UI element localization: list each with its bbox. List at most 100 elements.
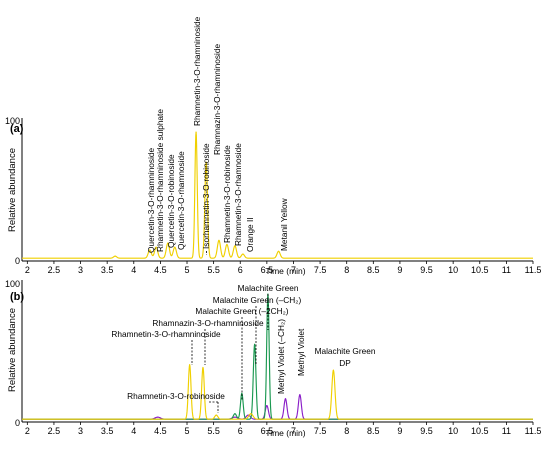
x-tick-label: 3.5 [101, 426, 114, 436]
annotation-label: Rhamnetin-3-O-rhamninoside sulphate [155, 109, 165, 252]
x-tick-label: 7.5 [314, 265, 327, 275]
x-tick-label: 7 [291, 426, 296, 436]
peak-marker [266, 404, 268, 407]
x-axis-label: Time (min) [265, 428, 305, 438]
x-tick-label: 4.5 [154, 426, 167, 436]
series-line-2 [21, 364, 534, 420]
y-axis-label: Relative abundance [7, 148, 18, 232]
chart-panel-a: 2 2.5 3 3.5 4 4.5 5 5.5 6 6.5 7 7.5 8 8.5 9 9.5 10 10.5 11… [5, 16, 541, 276]
x-tick-label: 5 [185, 265, 190, 275]
y-tick-label: 0 [15, 418, 20, 428]
peak-marker [114, 255, 116, 257]
y-axis-label: Relative abundance [7, 308, 18, 392]
peak-marker [195, 131, 197, 133]
x-tick-label: 3 [78, 426, 83, 436]
peak-marker [332, 369, 334, 371]
x-tick-label: 8.5 [367, 265, 380, 275]
peak-marker [234, 245, 236, 247]
x-tick-label: 6 [238, 265, 243, 275]
x-tick-label: 5.5 [207, 265, 220, 275]
x-tick-label: 9 [397, 426, 402, 436]
panel-label: (b) [10, 291, 24, 303]
annotation-label: DP [339, 358, 351, 368]
x-tick-label: 6.5 [261, 265, 274, 275]
peak-marker [284, 398, 287, 400]
peak-marker [157, 416, 159, 418]
x-tick-label: 10.5 [471, 426, 489, 436]
peak-marker [299, 394, 301, 396]
peak-marker [218, 239, 220, 241]
annotation-label: Malachite Green (–CH₂) [213, 295, 302, 305]
peak-marker [189, 364, 191, 366]
x-axis-label: Time (min) [265, 266, 305, 276]
x-tick-label: 11 [502, 265, 511, 275]
annotation-label: Rhamnazin-3-O-rhamninoside [212, 43, 222, 155]
y-tick-label: 0 [15, 256, 20, 266]
x-tick-label: 9.5 [420, 265, 433, 275]
y-tick-label: 100 [5, 116, 20, 126]
x-tick-label: 2.5 [48, 265, 61, 275]
annotation-label: Rhamnazin-3-O-rhamninoside [152, 318, 264, 328]
peak-marker [242, 253, 244, 255]
x-tick-label: 9.5 [420, 426, 433, 436]
panel-label: (a) [10, 123, 24, 135]
annotation-label: Malachite Green [238, 283, 299, 293]
peak-marker [174, 246, 176, 248]
x-tick-label: 7 [291, 265, 296, 275]
x-tick-label: 11.5 [525, 265, 542, 275]
x-tick-label: 4 [131, 265, 136, 275]
annotation-label: Methyl Violet (–CH₂) [276, 319, 286, 394]
x-tick-label: 11.5 [525, 426, 542, 436]
x-tick-label: 11 [502, 426, 511, 436]
annotation-label: Malachite Green [315, 346, 376, 356]
annotation-label: Quercetin-3-O-rhamninoside [146, 147, 156, 253]
annotation-label: Quercetin-3-O-robinoside [166, 154, 176, 248]
x-tick-label: 6 [238, 426, 243, 436]
series-line-0 [21, 394, 534, 420]
x-tick-label: 10 [448, 265, 458, 275]
x-tick-label: 4.5 [154, 265, 167, 275]
x-tick-label: 5.5 [207, 426, 220, 436]
x-tick-label: 2 [25, 426, 30, 436]
chart-panel-b: 2 2.5 3 3.5 4 4.5 5 5.5 6 6.5 7 7.5 8 8.5 9 9.5 10 10.5 11… [5, 279, 541, 438]
series-line-0 [21, 131, 534, 259]
peak-marker [250, 413, 252, 415]
annotation-label: Malachite Green (–2CH₂) [195, 306, 288, 316]
annotation-label: Orange II [245, 217, 255, 252]
x-tick-label: 8 [344, 426, 349, 436]
y-tick-label: 100 [5, 279, 20, 289]
x-tick-label: 10.5 [471, 265, 489, 275]
x-tick-label: 9 [397, 265, 402, 275]
annotation-label: Metanil Yellow [279, 197, 289, 251]
annotation-label: Methyl Violet [296, 328, 306, 376]
x-tick-label: 3.5 [101, 265, 114, 275]
peak-marker [215, 414, 217, 416]
x-tick-label: 10 [448, 426, 458, 436]
x-tick-label: 6.5 [261, 426, 274, 436]
annotation-label: Rhamnetin-3-O-rhamnoside [233, 143, 243, 246]
peak-marker [254, 343, 256, 345]
annotation-label: Rhamnetin-3-O-rhamninoside [111, 329, 221, 339]
peak-marker [234, 416, 236, 418]
x-tick-label: 2 [25, 265, 30, 275]
annotation-label: Rhamnetin-3-O-robinoside [222, 145, 232, 243]
x-tick-label: 3 [78, 265, 83, 275]
peak-marker [277, 250, 280, 252]
peak-marker [149, 249, 151, 251]
peak-marker [241, 392, 243, 394]
annotation-label: Rhamnetin-3-O-rhamninoside [192, 16, 202, 126]
peak-marker [155, 246, 157, 248]
x-tick-label: 8 [344, 265, 349, 275]
peak-marker [205, 161, 207, 163]
x-tick-label: 5 [185, 426, 190, 436]
annotation-label: Rhamnetin-3-O-robinoside [127, 391, 225, 401]
peak-marker [226, 243, 228, 246]
x-tick-label: 4 [131, 426, 136, 436]
x-tick-label: 7.5 [314, 426, 327, 436]
peak-marker [167, 242, 169, 244]
x-tick-label: 8.5 [367, 426, 380, 436]
annotation-label: Quercetin-3-O-rhamnoside [176, 151, 186, 250]
peak-marker [202, 366, 204, 369]
x-tick-label: 2.5 [48, 426, 61, 436]
